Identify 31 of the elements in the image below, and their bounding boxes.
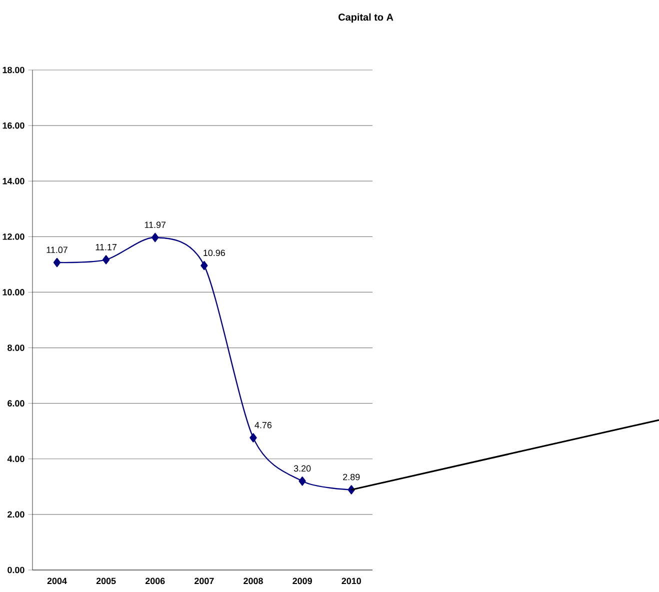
- x-tick-label: 2009: [292, 578, 312, 584]
- point: [298, 476, 306, 486]
- data-label: 11.17: [96, 244, 116, 250]
- data-label: 2.89: [343, 474, 360, 480]
- point: [102, 255, 110, 264]
- y-tick-label: 16.00: [2, 122, 24, 129]
- y-tick-label: 14.00: [2, 178, 24, 184]
- y-tick-label: 10.00: [2, 289, 24, 296]
- point: [250, 433, 257, 442]
- x-tick-label: 2005: [96, 578, 116, 584]
- y-tick-label: 18.00: [2, 66, 24, 74]
- y-tick-label: 2.00: [8, 511, 24, 518]
- x-tick-label: 2006: [145, 578, 165, 584]
- x-tick-label: 2010: [342, 578, 361, 584]
- data-label: 10.96: [204, 250, 225, 256]
- chart-title: Capital to A: [338, 13, 394, 23]
- y-tick-label: 6.00: [8, 400, 24, 407]
- data-label: 11.97: [144, 222, 166, 228]
- x-tick-label: 2007: [194, 578, 214, 584]
- data-label: 3.20: [294, 465, 311, 472]
- data-label: 11.07: [46, 246, 68, 254]
- point: [53, 258, 61, 268]
- point: [152, 232, 159, 242]
- x-tick-label: 2008: [244, 578, 263, 584]
- y-tick-label: 12.00: [2, 233, 24, 240]
- x-tick-label: 2004: [47, 578, 67, 584]
- y-tick-label: 0.00: [8, 566, 24, 574]
- point: [200, 260, 208, 270]
- data-label: 4.76: [254, 422, 272, 428]
- y-tick-label: 8.00: [8, 344, 24, 351]
- y-tick-label: 4.00: [7, 456, 24, 462]
